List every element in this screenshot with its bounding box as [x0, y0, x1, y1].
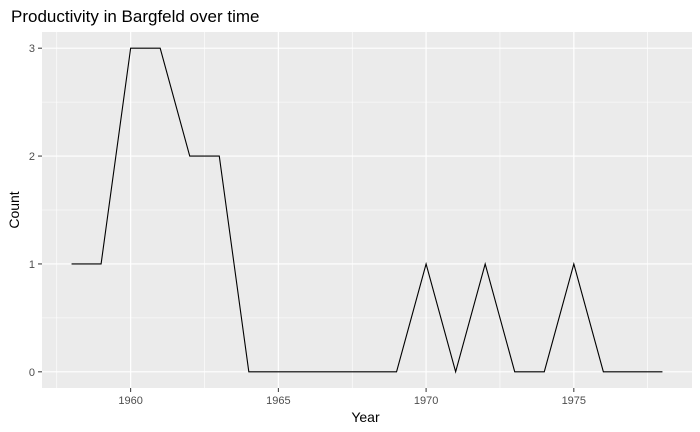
y-tick-label: 1: [29, 259, 35, 271]
y-tick-label: 3: [29, 43, 35, 55]
y-tick-label: 2: [29, 151, 35, 163]
x-axis-title: Year: [351, 409, 380, 425]
y-axis-title: Count: [6, 191, 22, 228]
x-tick-label: 1975: [562, 395, 586, 407]
x-axis-ticks: 1960 1965 1970 1975: [118, 388, 586, 407]
y-tick-label: 0: [29, 367, 35, 379]
x-tick-label: 1970: [414, 395, 438, 407]
x-tick-label: 1965: [266, 395, 290, 407]
chart-title: Productivity in Bargfeld over time: [11, 7, 260, 26]
x-tick-label: 1960: [118, 395, 142, 407]
series-line: [71, 47, 663, 374]
y-axis-ticks: 0 1 2 3: [29, 43, 42, 379]
minor-gridlines: [42, 32, 692, 388]
